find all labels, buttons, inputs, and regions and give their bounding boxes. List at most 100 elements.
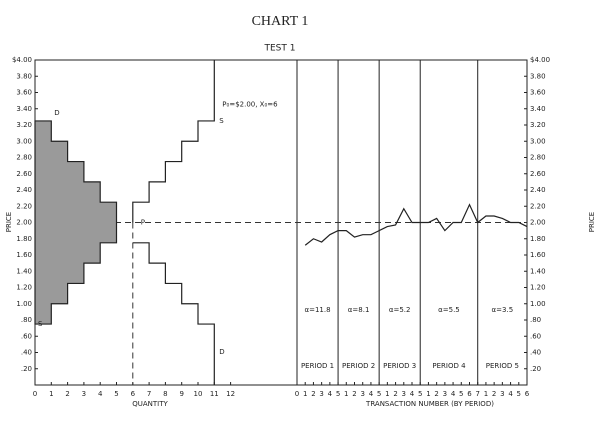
x2-tick-label: 0 xyxy=(295,390,299,398)
step-curve xyxy=(132,60,215,223)
y-tick-label-right: .20 xyxy=(530,365,541,373)
x2-tick-label: 3 xyxy=(500,390,504,398)
y-tick-label: 3.20 xyxy=(16,121,32,129)
x2-tick-label: 1 xyxy=(303,390,307,398)
period-alpha: α=11.8 xyxy=(304,306,330,314)
y-tick-label: 3.60 xyxy=(16,89,32,97)
y-tick-label: 3.00 xyxy=(16,137,32,145)
y-tick-label-right: .40 xyxy=(530,349,541,357)
x2-axis-label: TRANSACTION NUMBER (BY PERIOD) xyxy=(365,400,494,408)
x-tick-label: 4 xyxy=(98,390,103,398)
transaction-line xyxy=(304,203,528,246)
x-tick-label: 0 xyxy=(33,390,37,398)
y-tick-label: 1.60 xyxy=(16,251,32,259)
x2-tick-label: 4 xyxy=(369,390,374,398)
x-axis-label: QUANTITY xyxy=(132,400,168,408)
y-tick-label-right: 3.40 xyxy=(530,105,546,113)
x-tick-label: 7 xyxy=(147,390,151,398)
period-label: PERIOD 3 xyxy=(383,362,416,370)
x2-tick-label: 5 xyxy=(459,390,463,398)
x-tick-label: 11 xyxy=(210,390,219,398)
y-tick-label: 2.00 xyxy=(16,219,32,227)
x2-tick-label: 5 xyxy=(517,390,521,398)
x2-tick-label: 4 xyxy=(451,390,456,398)
x2-tick-label: 4 xyxy=(328,390,333,398)
y-tick-label-right: 3.80 xyxy=(530,72,546,80)
y-tick-label: 1.00 xyxy=(16,300,32,308)
x2-tick-label: 7 xyxy=(475,390,479,398)
y-tick-label-right: 1.00 xyxy=(530,300,546,308)
x-tick-label: 8 xyxy=(163,390,167,398)
y-tick-label: 1.80 xyxy=(16,235,32,243)
y-tick-label-right: 2.20 xyxy=(530,202,546,210)
y-tick-label: 3.80 xyxy=(16,72,32,80)
y-tick-label: 3.40 xyxy=(16,105,32,113)
period-alpha: α=8.1 xyxy=(348,306,370,314)
chart-header: CHART 1 xyxy=(252,14,309,29)
x2-tick-label: 3 xyxy=(402,390,406,398)
curve-label: D xyxy=(54,109,59,117)
y-tick-label: 2.60 xyxy=(16,170,32,178)
equilibrium-label: P xyxy=(141,219,145,227)
x2-tick-label: 1 xyxy=(426,390,430,398)
period-label: PERIOD 2 xyxy=(342,362,375,370)
curve-label: S xyxy=(219,117,224,125)
x-tick-label: 5 xyxy=(114,390,118,398)
y-tick-label-right: 2.00 xyxy=(530,219,546,227)
period-alpha: α=5.2 xyxy=(389,306,411,314)
x2-tick-label: 4 xyxy=(410,390,415,398)
y-tick-label: 2.20 xyxy=(16,202,32,210)
x2-tick-label: 3 xyxy=(443,390,447,398)
y-tick-label: 2.80 xyxy=(16,154,32,162)
x2-tick-label: 6 xyxy=(467,390,472,398)
x-tick-label: 1 xyxy=(49,390,53,398)
y-tick-label-right: $4.00 xyxy=(530,56,550,64)
y-tick-label-right: 2.40 xyxy=(530,186,546,194)
x-tick-label: 6 xyxy=(131,390,136,398)
chart-title: TEST 1 xyxy=(264,44,296,54)
y-tick-label-right: 2.80 xyxy=(530,154,546,162)
supply-demand-area xyxy=(34,120,118,325)
y-tick-label-right: 1.80 xyxy=(530,235,546,243)
x2-tick-label: 5 xyxy=(336,390,340,398)
y-tick-label-right: 1.60 xyxy=(530,251,546,259)
x-tick-label: 9 xyxy=(179,390,183,398)
y-tick-label: $4.00 xyxy=(12,56,32,64)
y-tick-label: 1.40 xyxy=(16,267,32,275)
y-tick-label-right: 3.20 xyxy=(530,121,546,129)
x-tick-label: 3 xyxy=(82,390,86,398)
y-tick-label: .80 xyxy=(21,316,32,324)
period-label: PERIOD 5 xyxy=(486,362,519,370)
y-tick-label: 2.40 xyxy=(16,186,32,194)
x2-tick-label: 5 xyxy=(418,390,422,398)
period-alpha: α=3.5 xyxy=(492,306,514,314)
x2-tick-label: 4 xyxy=(508,390,513,398)
period-label: PERIOD 4 xyxy=(432,362,466,370)
x2-tick-label: 2 xyxy=(311,390,315,398)
x2-tick-label: 6 xyxy=(525,390,530,398)
x2-tick-label: 3 xyxy=(360,390,364,398)
x-tick-label: 10 xyxy=(194,390,203,398)
y-tick-label: 1.20 xyxy=(16,284,32,292)
x-tick-label: 2 xyxy=(65,390,69,398)
y-tick-label-right: 3.60 xyxy=(530,89,546,97)
y-tick-label-right: .80 xyxy=(530,316,541,324)
curve-label: D xyxy=(219,348,224,356)
y-tick-label: .40 xyxy=(21,349,32,357)
y-tick-label: .20 xyxy=(21,365,32,373)
y-tick-label-right: 3.00 xyxy=(530,137,546,145)
y-axis-label-right: PRICE xyxy=(588,212,596,232)
step-curve xyxy=(132,242,215,385)
x2-tick-label: 5 xyxy=(377,390,381,398)
period-alpha: α=5.5 xyxy=(438,306,460,314)
y-tick-label-right: 2.60 xyxy=(530,170,546,178)
y-tick-label: .60 xyxy=(21,332,32,340)
y-tick-label-right: .60 xyxy=(530,332,541,340)
y-tick-label-right: 1.40 xyxy=(530,267,546,275)
x2-tick-label: 1 xyxy=(344,390,348,398)
x2-tick-label: 2 xyxy=(393,390,397,398)
period-label: PERIOD 1 xyxy=(301,362,334,370)
x2-tick-label: 1 xyxy=(484,390,488,398)
x2-tick-label: 2 xyxy=(434,390,438,398)
